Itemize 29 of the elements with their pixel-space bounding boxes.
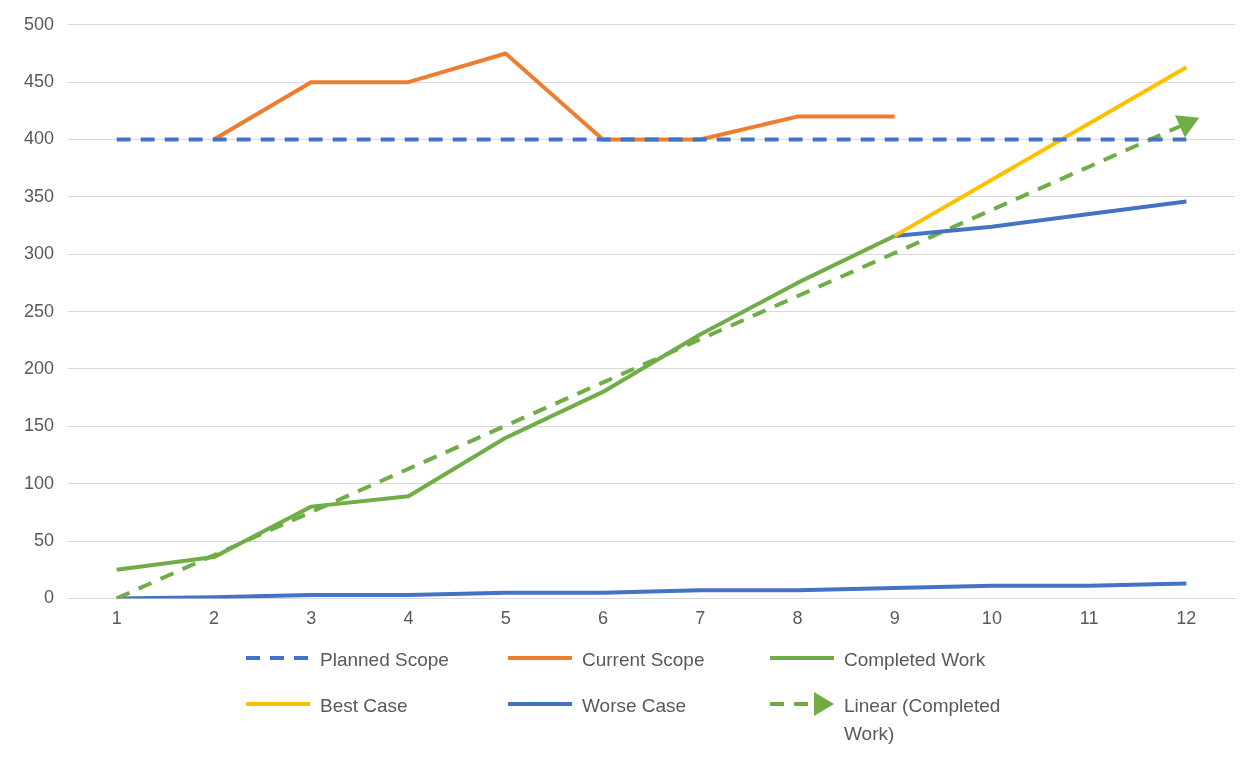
x-tick-label: 10 <box>981 608 1002 629</box>
x-tick-label: 4 <box>403 608 414 629</box>
y-tick-label: 50 <box>34 530 55 551</box>
y-tick-label: 0 <box>44 587 55 608</box>
x-tick-label: 9 <box>889 608 900 629</box>
legend-label: Planned Scope <box>320 648 450 672</box>
x-tick-label: 3 <box>306 608 317 629</box>
y-tick-label: 300 <box>23 243 55 264</box>
y-tick-label: 350 <box>23 185 55 206</box>
legend-label: Completed Work <box>844 648 987 672</box>
y-tick-label: 150 <box>23 415 55 436</box>
y-tick-label: 250 <box>23 300 55 321</box>
y-tick-label: 400 <box>23 128 55 149</box>
x-tick-label: 11 <box>1079 608 1099 629</box>
x-tick-label: 8 <box>792 608 803 629</box>
x-tick-label: 5 <box>500 608 511 629</box>
x-tick-label: 7 <box>695 608 706 629</box>
x-tick-label: 2 <box>208 608 219 629</box>
y-tick-label: 450 <box>23 71 55 92</box>
y-tick-label: 500 <box>23 13 55 34</box>
legend-label: Best Case <box>320 694 409 718</box>
y-tick-label: 200 <box>23 357 55 378</box>
y-tick-label: 100 <box>23 472 55 493</box>
x-tick-label: 12 <box>1176 608 1197 629</box>
x-tick-label: 1 <box>111 608 122 629</box>
legend-label: Current Scope <box>582 648 706 672</box>
x-tick-label: 6 <box>597 608 608 629</box>
legend-label: Linear (Completed Work) <box>844 694 1002 746</box>
legend-label: Worse Case <box>582 694 688 718</box>
